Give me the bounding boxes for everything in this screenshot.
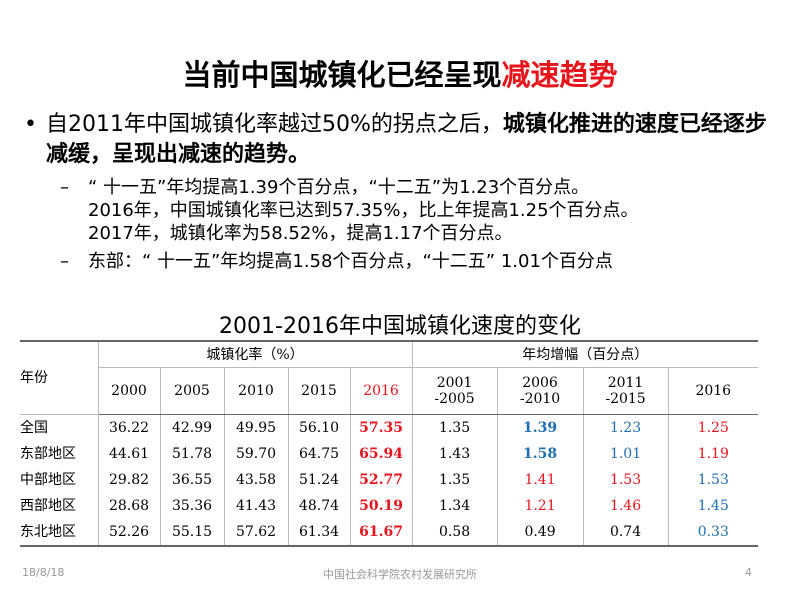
table-cell: 59.70	[223, 441, 288, 467]
header-line: -2015	[605, 391, 646, 407]
table-row: 东北地区 52.26 55.15 57.62 61.34 61.67 0.58 0.49 0.7…	[20, 519, 759, 547]
table-cell: 1.39	[496, 414, 584, 441]
table-cell: 36.55	[159, 467, 224, 493]
header-line: 2001	[436, 375, 473, 391]
header-line: 2005	[174, 383, 210, 399]
sub-line: 东部：“ 十一五”年均提高1.58个百分点，“十二五” 1.01个百分点	[88, 251, 613, 272]
column-header: 2010	[223, 367, 288, 415]
footer-org: 中国社会科学院农村发展研究所	[323, 568, 477, 581]
table-cell: 1.34	[411, 493, 498, 519]
sub-line: “ 十一五”年均提高1.39个百分点，“十二五”为1.23个百分点。	[88, 177, 590, 198]
title-main: 当前中国城镇化已经呈现	[182, 58, 502, 92]
table-cell: 51.24	[287, 467, 350, 493]
table-cell: 0.74	[582, 519, 669, 547]
header-line: 2011	[607, 375, 644, 391]
title-highlight: 减速趋势	[501, 58, 618, 92]
table-cell: 0.33	[667, 519, 759, 547]
table-cell: 29.82	[97, 467, 160, 493]
column-header: 2005	[159, 367, 224, 415]
table-cell: 51.78	[159, 441, 224, 467]
sub-line: 2017年，城镇化率为58.52%，提高1.17个百分点。	[88, 223, 513, 244]
row-label: 全国	[20, 420, 48, 436]
table-cell: 48.74	[287, 493, 350, 519]
header-line: 2016	[695, 383, 732, 399]
table-cell: 55.15	[159, 519, 224, 547]
column-header: 2000	[97, 367, 160, 415]
row-label: 西部地区	[20, 498, 76, 514]
table-row: 东部地区 44.61 51.78 59.70 64.75 65.94 1.43 1.58 1.0…	[20, 441, 759, 467]
header-line: 2006	[522, 375, 558, 391]
footer-date: 18/8/18	[22, 566, 65, 579]
bullet-text: 自2011年中国城镇化率越过50%的拐点之后，	[46, 112, 503, 137]
table-cell: 1.53	[667, 467, 759, 493]
sub-bullet: “ 十一五”年均提高1.39个百分点，“十二五”为1.23个百分点。2016年，…	[60, 176, 790, 245]
table-cell: 1.25	[667, 414, 759, 441]
table-cell: 49.95	[223, 414, 288, 441]
header-line: 2000	[111, 383, 147, 399]
table-cell: 1.58	[496, 441, 584, 467]
table-cell: 1.46	[582, 493, 669, 519]
table-cell: 1.53	[582, 467, 669, 493]
table-row: 西部地区 28.68 35.36 41.43 48.74 50.19 1.34 1.21 1.4…	[20, 493, 759, 519]
table-cell: 57.35	[349, 414, 413, 441]
row-label: 东北地区	[20, 519, 98, 547]
table-cell: 1.35	[411, 414, 498, 441]
footer-page: 4	[745, 566, 752, 579]
table: 年份 城镇化率（%） 年均增幅（百分点） 2000 2005 2010 2015 2016 2…	[20, 340, 759, 547]
table-cell: 42.99	[159, 414, 224, 441]
table-cell: 1.23	[582, 414, 669, 441]
column-header: 2011 -2015	[582, 367, 669, 415]
table-cell: 36.22	[97, 414, 160, 441]
table-cell: 57.62	[223, 519, 288, 547]
table-cell: 52.77	[349, 467, 413, 493]
column-header: 2006 -2010	[496, 367, 584, 415]
table-row: 全国 36.22 42.99 49.95 56.10 57.35 1.35 1.39 1.23 1…	[20, 414, 759, 441]
table-title: 2001-2016年中国城镇化速度的变化	[219, 314, 581, 339]
table-cell: 61.67	[349, 519, 413, 547]
row-label: 东部地区	[20, 446, 76, 462]
corner-header: 年份	[20, 340, 98, 415]
table-cell: 64.75	[287, 441, 350, 467]
table-cell: 1.43	[411, 441, 498, 467]
sub-bullet: 东部：“ 十一五”年均提高1.58个百分点，“十二五” 1.01个百分点	[60, 250, 790, 273]
table-cell: 61.34	[287, 519, 350, 547]
row-label: 中部地区	[20, 472, 76, 488]
column-header: 2016	[349, 367, 413, 415]
table-cell: 1.35	[411, 467, 498, 493]
table-cell: 1.41	[496, 467, 584, 493]
table-cell: 1.21	[496, 493, 584, 519]
sub-line: 2016年，中国城镇化率已达到57.35%，比上年提高1.25个百分点。	[88, 200, 639, 221]
group-header: 城镇化率（%）	[97, 340, 413, 368]
column-header: 2001 -2005	[411, 367, 498, 415]
bullet-bold: 城镇化推进的速度已经逐步减缓，呈现出减速的趋势。	[46, 112, 767, 167]
table-cell: 41.43	[223, 493, 288, 519]
table-cell: 0.58	[411, 519, 498, 547]
table-cell: 50.19	[349, 493, 413, 519]
table-cell: 1.45	[667, 493, 759, 519]
table-cell: 35.36	[159, 493, 224, 519]
title: 当前中国城镇化已经呈现减速趋势	[0, 52, 800, 94]
bullet: 自2011年中国城镇化率越过50%的拐点之后，城镇化推进的速度已经逐步减缓，呈现…	[18, 110, 778, 170]
header-line: 2016	[363, 383, 399, 399]
header-line: 2010	[238, 383, 274, 399]
table-cell: 56.10	[287, 414, 350, 441]
header-line: -2010	[519, 391, 561, 407]
table-cell: 65.94	[349, 441, 413, 467]
table-cell: 44.61	[97, 441, 160, 467]
table-cell: 52.26	[97, 519, 160, 547]
group-header: 年均增幅（百分点）	[411, 340, 759, 368]
header-line: -2005	[434, 391, 475, 407]
table-cell: 1.19	[667, 441, 759, 467]
header-line: 2015	[301, 383, 337, 399]
table-row: 中部地区 29.82 36.55 43.58 51.24 52.77 1.35 1.41 1.5…	[20, 467, 759, 493]
table-cell: 43.58	[223, 467, 288, 493]
table-cell: 28.68	[97, 493, 160, 519]
column-header: 2016	[667, 367, 759, 415]
table-cell: 1.01	[582, 441, 669, 467]
column-header: 2015	[287, 367, 350, 415]
table-cell: 0.49	[496, 519, 584, 547]
